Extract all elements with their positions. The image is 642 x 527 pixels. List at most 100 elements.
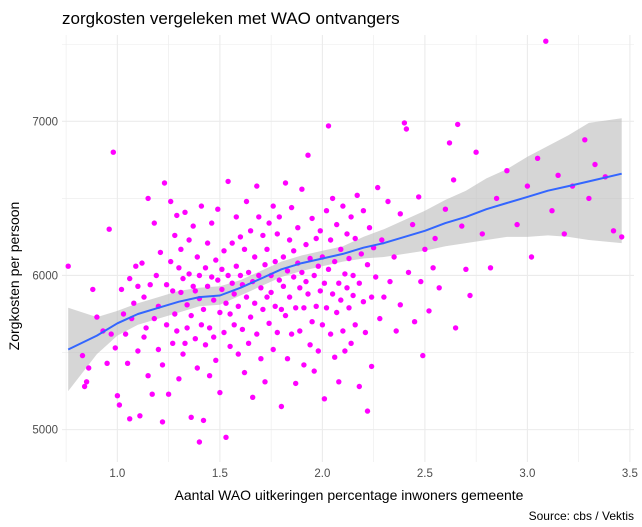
scatter-point — [356, 383, 362, 390]
scatter-point — [209, 274, 215, 280]
scatter-point — [211, 334, 217, 340]
scatter-point — [104, 360, 110, 366]
scatter-point — [135, 283, 141, 289]
scatter-point — [293, 380, 299, 387]
scatter-point — [227, 311, 233, 317]
scatter-point — [299, 269, 305, 276]
scatter-point — [219, 286, 225, 293]
scatter-point — [139, 260, 145, 266]
scatter-point — [346, 255, 352, 262]
scatter-point — [405, 269, 412, 276]
scatter-point — [233, 263, 239, 269]
scatter-point — [452, 325, 459, 331]
scatter-point — [258, 356, 264, 362]
scatter-point — [147, 282, 153, 288]
x-tick-label: 1.0 — [109, 468, 125, 480]
scatter-point — [157, 249, 164, 256]
scatter-point — [206, 373, 213, 379]
scatter-point — [143, 325, 149, 331]
scatter-point — [172, 311, 178, 317]
scatter-point — [124, 360, 131, 366]
scatter-point — [260, 232, 266, 239]
scatter-point — [178, 246, 184, 252]
scatter-point — [504, 168, 510, 174]
scatter-point — [280, 283, 287, 289]
scatter-point — [188, 414, 194, 420]
scatter-point — [403, 126, 410, 132]
scatter-point — [256, 272, 262, 279]
scatter-point — [381, 294, 387, 300]
scatter-point — [194, 254, 200, 260]
scatter-point — [170, 340, 176, 346]
scatter-point — [90, 286, 96, 293]
scatter-point — [586, 195, 592, 202]
scatter-point — [336, 280, 342, 286]
scatter-point — [243, 294, 250, 300]
scatter-point — [514, 221, 520, 228]
scatter-point — [190, 283, 196, 289]
scatter-point — [204, 283, 211, 289]
scatter-point — [122, 331, 129, 337]
scatter-point — [94, 314, 100, 320]
scatter-point — [344, 231, 350, 237]
scatter-point — [329, 291, 336, 297]
scatter-point — [459, 223, 465, 229]
scatter-point — [297, 328, 303, 334]
scatter-point — [192, 336, 198, 342]
scatter-point — [401, 120, 408, 126]
scatter-point — [344, 285, 350, 291]
scatter-point — [264, 294, 270, 300]
scatter-point — [473, 149, 479, 155]
scatter-point — [231, 291, 237, 297]
scatter-point — [311, 272, 317, 279]
scatter-point — [487, 265, 494, 271]
scatter-point — [254, 183, 260, 189]
scatter-point — [295, 225, 301, 231]
scatter-point — [276, 214, 282, 220]
scatter-point — [254, 331, 260, 337]
scatter-point — [340, 203, 346, 209]
scatter-point — [288, 331, 295, 337]
scatter-point — [555, 172, 561, 178]
scatter-point — [206, 325, 213, 331]
scatter-point — [141, 334, 147, 340]
scatter-point — [342, 271, 348, 277]
scatter-point — [334, 309, 340, 316]
scatter-point — [528, 254, 535, 260]
scatter-point — [174, 212, 180, 219]
scatter-point — [110, 149, 117, 155]
scatter-point — [278, 403, 285, 410]
confidence-band — [68, 118, 622, 392]
scatter-point — [163, 322, 170, 328]
scatter-point — [352, 322, 358, 328]
scatter-point — [79, 352, 86, 359]
scatter-point — [446, 140, 453, 146]
scatter-point — [272, 258, 278, 265]
scatter-point — [141, 294, 147, 300]
scatter-point — [219, 266, 225, 272]
scatter-point — [202, 342, 209, 348]
scatter-point — [223, 434, 229, 440]
scatter-point — [239, 326, 246, 333]
scatter-point — [346, 305, 352, 311]
scatter-point — [299, 186, 305, 192]
scatter-point — [319, 322, 326, 328]
scatter-point — [241, 246, 248, 252]
scatter-point — [215, 277, 221, 283]
scatter-point — [348, 214, 354, 220]
scatter-point — [307, 342, 313, 348]
scatter-point — [180, 275, 186, 282]
scatter-point — [426, 308, 432, 314]
scatter-point — [430, 265, 436, 271]
scatter-point — [114, 393, 121, 399]
scatter-point — [151, 220, 157, 226]
scatter-point — [463, 266, 469, 272]
scatter-point — [155, 346, 162, 353]
scatter-point — [165, 391, 172, 397]
scatter-point — [291, 274, 297, 280]
scatter-point — [194, 365, 200, 371]
scatter-point — [118, 286, 125, 293]
scatter-point — [153, 272, 159, 279]
scatter-point — [252, 300, 258, 306]
scatter-point — [229, 240, 235, 246]
